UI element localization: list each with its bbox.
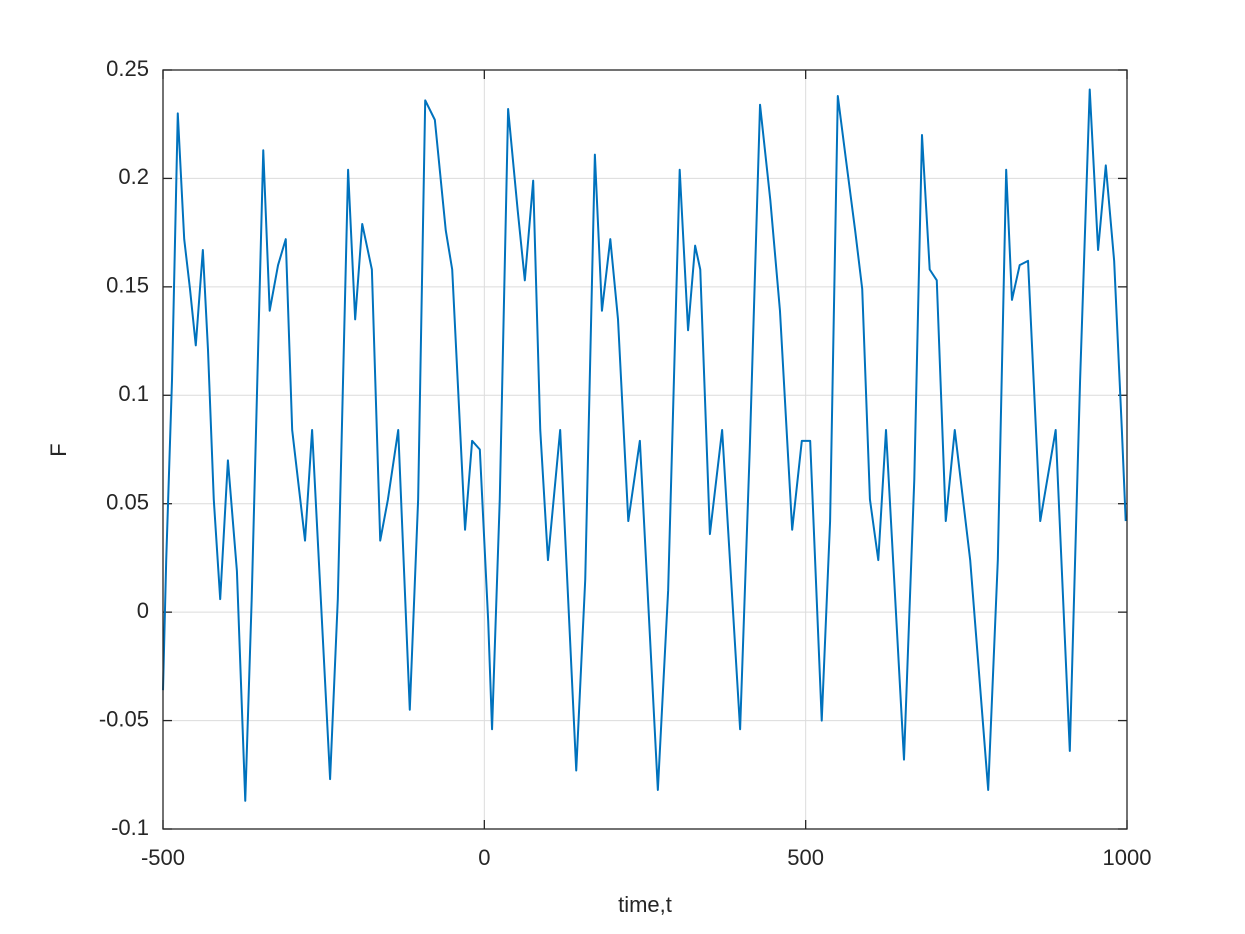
x-tick-label: 1000 [1103,845,1152,870]
y-tick-label: 0.15 [106,273,149,298]
x-tick-label: 0 [478,845,490,870]
y-tick-label: 0.05 [106,490,149,515]
y-tick-label: -0.1 [111,815,149,840]
x-tick-label: -500 [141,845,185,870]
axes-background [163,70,1127,829]
y-axis-label: F [46,443,71,456]
plot-area: -0.1 -0.05 0 0.05 0.1 0.15 0.2 0.25 -500 0 500 1000 [99,56,1152,870]
y-tick-label: 0.1 [118,381,149,406]
y-tick-label: 0 [137,598,149,623]
y-tick-label: -0.05 [99,706,149,731]
x-axis-label: time,t [618,892,672,917]
y-tick-label: 0.2 [118,164,149,189]
data-line [162,88,1127,802]
x-tick-label: 500 [787,845,824,870]
y-tick-label: 0.25 [106,56,149,81]
axes-box [162,69,1128,830]
